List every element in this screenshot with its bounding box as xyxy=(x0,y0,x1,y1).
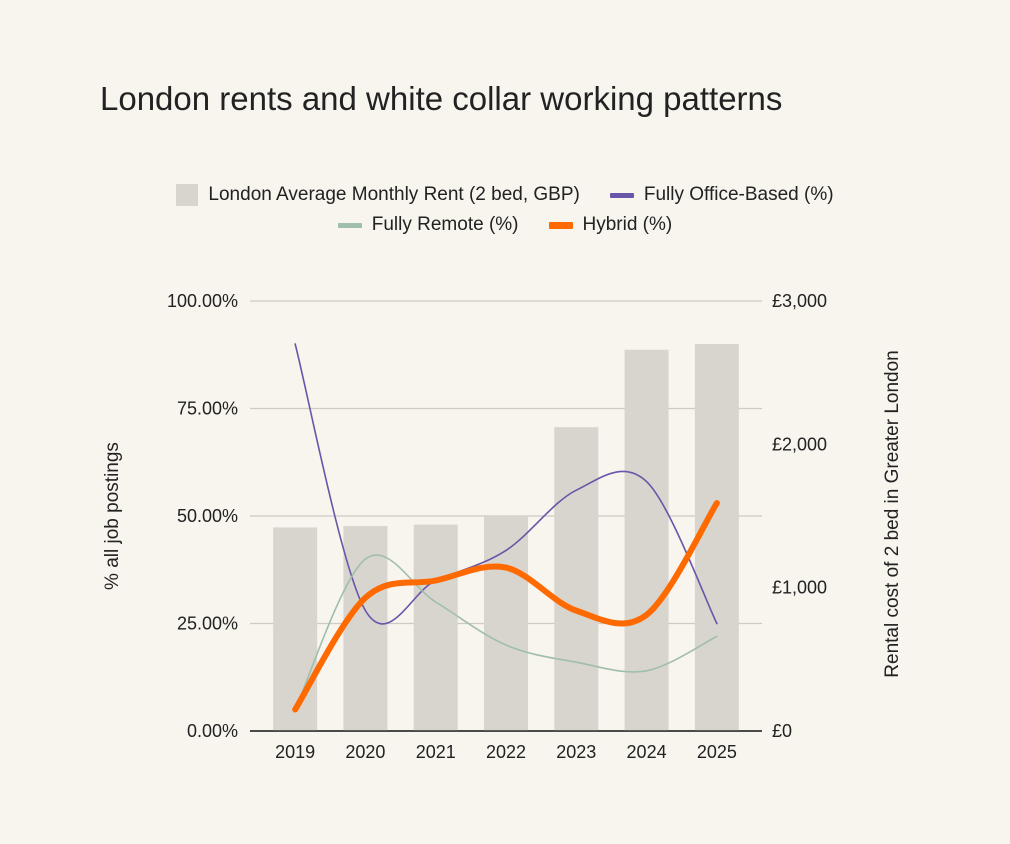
bar xyxy=(554,427,599,731)
legend-item-rent[interactable]: London Average Monthly Rent (2 bed, GBP) xyxy=(176,184,580,206)
y-right-tick-label: £3,000 xyxy=(772,291,827,311)
x-tick-label: 2021 xyxy=(416,742,456,762)
legend-swatch-office xyxy=(609,192,634,198)
bar xyxy=(624,349,669,731)
x-tick-label: 2023 xyxy=(556,742,596,762)
x-tick-label: 2020 xyxy=(345,742,385,762)
bar xyxy=(413,524,458,731)
y-left-axis-title: % all job postings xyxy=(102,442,123,590)
bar xyxy=(343,526,388,731)
chart-title: London rents and white collar working pa… xyxy=(100,80,783,117)
y-left-tick-label: 75.00% xyxy=(177,399,238,419)
series-line-2 xyxy=(292,500,720,713)
legend-swatch-rent xyxy=(176,184,199,206)
series-line-0 xyxy=(294,343,718,625)
bar xyxy=(273,527,318,731)
y-right-tick-label: £0 xyxy=(772,721,792,741)
legend-label-remote: Fully Remote (%) xyxy=(371,214,519,235)
y-left-tick-label: 0.00% xyxy=(187,721,238,741)
y-right-tick-label: £1,000 xyxy=(772,578,827,598)
legend-label-office: Fully Office-Based (%) xyxy=(643,184,834,205)
x-tick-label: 2024 xyxy=(627,742,667,762)
legend-label-hybrid: Hybrid (%) xyxy=(582,214,673,235)
bar xyxy=(484,516,528,731)
x-tick-label: 2022 xyxy=(486,742,526,762)
y-right-axis-title: Rental cost of 2 bed in Greater London xyxy=(882,350,903,677)
x-tick-label: 2019 xyxy=(275,742,315,762)
bar xyxy=(694,344,739,731)
chart-legend: London Average Monthly Rent (2 bed, GBP)… xyxy=(0,180,1010,240)
series-line-1 xyxy=(294,554,718,711)
y-left-tick-label: 50.00% xyxy=(177,506,238,526)
legend-item-office[interactable]: Fully Office-Based (%) xyxy=(609,184,834,206)
legend-label-rent: London Average Monthly Rent (2 bed, GBP) xyxy=(208,184,580,205)
legend-swatch-remote xyxy=(337,222,362,228)
legend-item-remote[interactable]: Fully Remote (%) xyxy=(337,214,519,236)
y-right-tick-label: £2,000 xyxy=(772,434,827,454)
x-tick-label: 2025 xyxy=(697,742,737,762)
y-left-tick-label: 100.00% xyxy=(167,291,238,311)
legend-swatch-hybrid xyxy=(548,221,573,229)
legend-item-hybrid[interactable]: Hybrid (%) xyxy=(548,214,673,236)
y-left-tick-label: 25.00% xyxy=(177,614,238,634)
